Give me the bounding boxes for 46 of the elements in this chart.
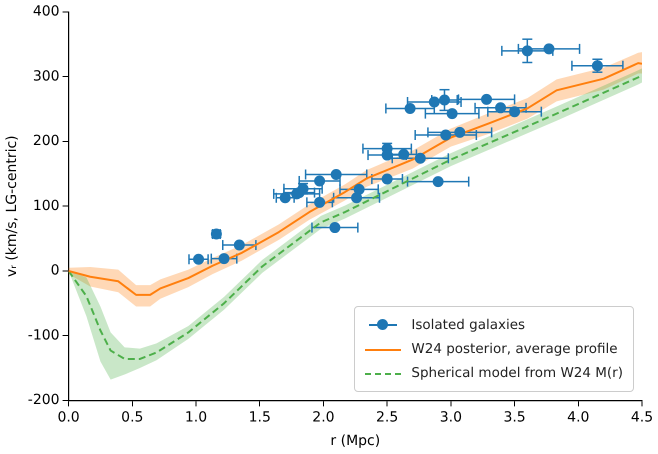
legend-label: Isolated galaxies [411,317,526,334]
point [382,174,393,185]
point [234,240,245,251]
x-tick-label: 3.0 [440,409,462,426]
point [481,94,492,105]
y-tick-label: 200 [32,133,60,150]
x-tick-label: 4.5 [630,409,654,426]
point [414,152,426,164]
point [218,253,230,264]
point [354,184,365,195]
point [446,108,458,120]
point [495,102,506,114]
point [330,168,342,180]
x-tick-label: 0.0 [57,409,80,426]
point [404,102,416,114]
x-tick-label: 4.0 [567,409,590,426]
y-tick-label: 0 [50,262,60,279]
x-tick-label: 2.0 [312,409,335,426]
point [351,192,362,204]
point [438,94,450,106]
y-axis-title: vᵣ (km/s, LG-centric) [4,135,20,278]
legend-label: W24 posterior, average profile [411,341,618,358]
legend-label: Spherical model from W24 M(r) [411,365,623,382]
point [454,126,466,138]
point [314,196,326,208]
y-tick-label: -200 [28,392,60,408]
y-tick-label: 100 [32,198,60,214]
point [193,254,204,265]
x-tick-label: 2.5 [376,409,398,426]
x-tick-label: 0.5 [121,409,144,426]
x-tick-label: 1.5 [248,409,271,426]
point [329,222,340,234]
point [398,148,410,160]
x-axis-title: r (Mpc) [330,433,380,450]
y-tick-label: 300 [32,68,60,84]
x-tick-label: 3.5 [503,409,526,426]
point [432,176,444,188]
point [509,106,520,118]
point [280,192,291,204]
point [440,129,452,140]
y-tick-label: 400 [32,4,60,20]
point [314,175,326,186]
point [543,43,554,54]
y-tick-label: -100 [28,327,60,344]
point [522,45,533,56]
x-tick-label: 1.0 [184,409,208,426]
